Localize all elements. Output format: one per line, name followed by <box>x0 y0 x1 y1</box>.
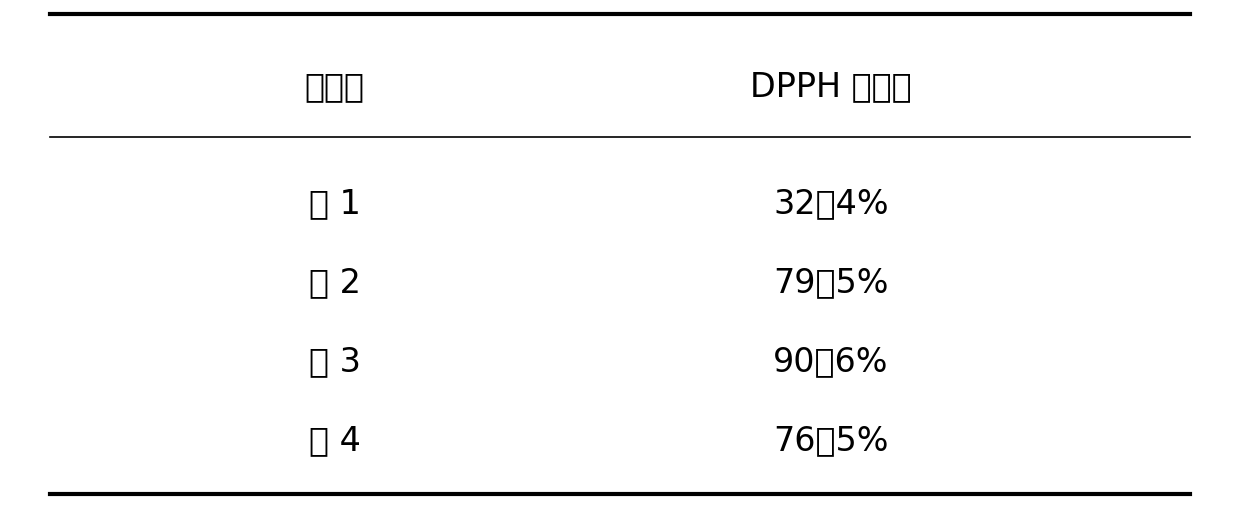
Text: 32．4%: 32．4% <box>773 187 889 220</box>
Text: 79．5%: 79．5% <box>773 266 889 299</box>
Text: 膜 3: 膜 3 <box>309 345 361 378</box>
Text: DPPH 清除率: DPPH 清除率 <box>750 70 911 103</box>
Text: 膜样品: 膜样品 <box>305 70 365 103</box>
Text: 90．6%: 90．6% <box>773 345 889 378</box>
Text: 膜 4: 膜 4 <box>309 424 361 457</box>
Text: 膜 1: 膜 1 <box>309 187 361 220</box>
Text: 76．5%: 76．5% <box>773 424 889 457</box>
Text: 膜 2: 膜 2 <box>309 266 361 299</box>
